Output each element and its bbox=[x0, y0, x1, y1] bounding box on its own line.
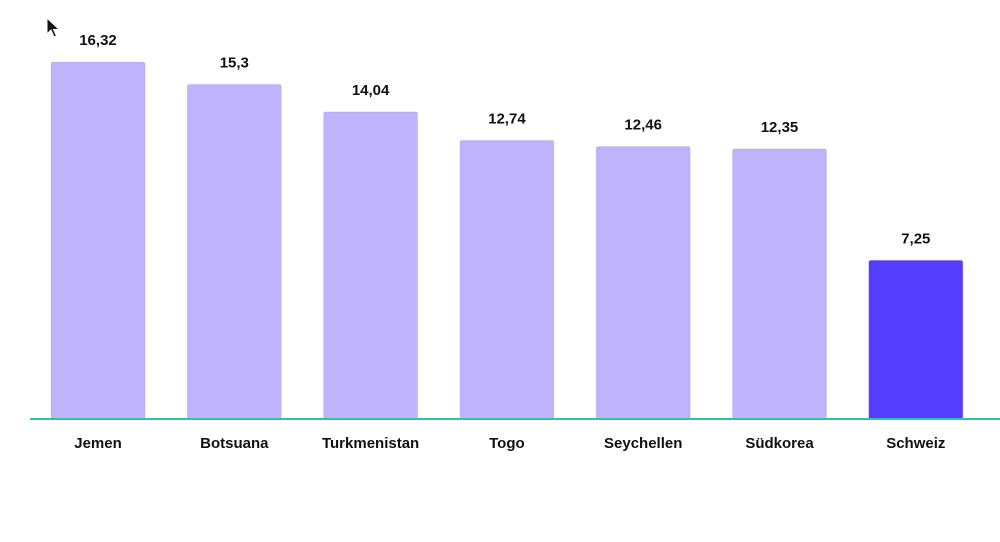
value-label: 15,3 bbox=[220, 54, 249, 71]
value-label: 12,46 bbox=[624, 116, 662, 133]
bar bbox=[186, 83, 282, 420]
bar bbox=[459, 139, 555, 420]
bar bbox=[868, 259, 964, 420]
value-label: 7,25 bbox=[901, 230, 930, 247]
value-label: 12,74 bbox=[488, 110, 526, 127]
x-tick-label: Seychellen bbox=[604, 435, 682, 452]
x-tick-label: Botsuana bbox=[200, 435, 269, 452]
x-tick-label: Schweiz bbox=[886, 435, 945, 452]
bar bbox=[595, 145, 691, 420]
x-tick-label: Jemen bbox=[74, 435, 122, 452]
value-label: 16,32 bbox=[79, 32, 117, 49]
value-label: 14,04 bbox=[352, 82, 390, 99]
bar bbox=[323, 111, 419, 420]
x-tick-label: Togo bbox=[489, 435, 525, 452]
bar bbox=[732, 148, 827, 420]
x-tick-label: Südkorea bbox=[745, 435, 814, 452]
mouse-cursor bbox=[46, 16, 61, 38]
x-tick-label: Turkmenistan bbox=[322, 435, 419, 452]
bar bbox=[50, 61, 146, 420]
value-label: 12,35 bbox=[761, 119, 799, 136]
